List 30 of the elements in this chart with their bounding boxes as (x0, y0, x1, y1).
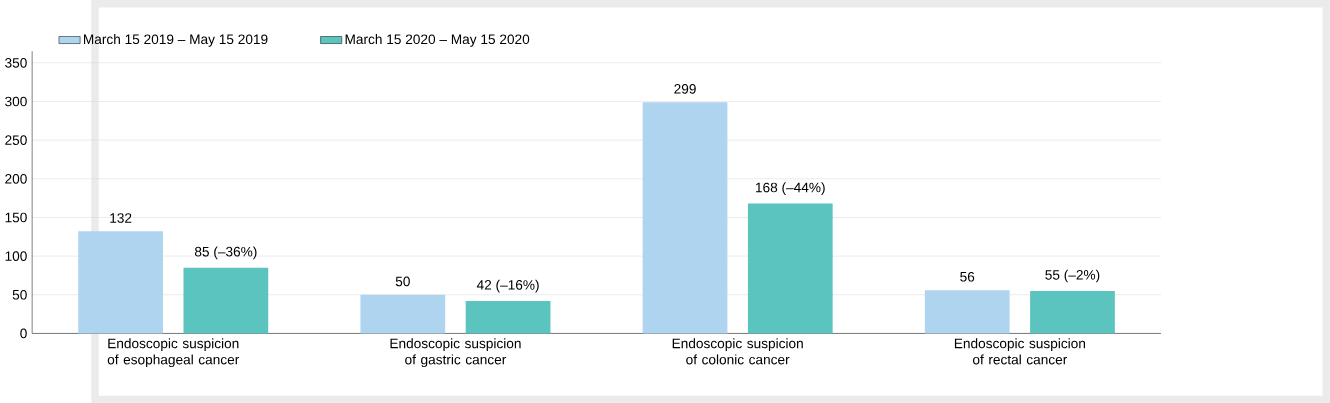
y-tick-label: 100 (5, 251, 27, 261)
data-label: 299 (674, 83, 696, 94)
x-tick-label: Endoscopic suspicion of rectal cancer (954, 338, 1085, 365)
data-label: 56 (960, 271, 975, 282)
x-tick-label: Endoscopic suspicion of gastric cancer (390, 338, 521, 367)
data-label: 42 (–16%) (476, 279, 539, 293)
x-tick-label: Endoscopic suspicion of esophageal cancer (107, 338, 240, 367)
bar (642, 102, 728, 334)
y-tick-label: 250 (5, 135, 27, 145)
bar (747, 203, 833, 334)
data-label: 85 (–36%) (194, 246, 257, 260)
data-label: 168 (–44%) (756, 182, 825, 195)
bar (78, 231, 163, 334)
x-tick-label: Endoscopic suspicion of colonic cancer (672, 338, 803, 365)
bar (360, 294, 446, 334)
bar (465, 300, 551, 334)
y-tick-label: 300 (5, 96, 27, 107)
data-label: 50 (395, 276, 410, 287)
legend-label: March 15 2019 – May 15 2019 (84, 33, 268, 47)
bar (924, 289, 1010, 334)
data-label: 55 (–2%) (1045, 269, 1100, 283)
y-tick-label: 150 (5, 212, 27, 223)
y-tick-label: 200 (5, 173, 27, 184)
y-tick-label: 50 (12, 289, 27, 300)
data-label: 132 (110, 213, 132, 223)
y-tick-label: 350 (5, 57, 27, 68)
bar (183, 267, 269, 334)
bar (1030, 290, 1115, 334)
y-tick-label: 0 (20, 328, 27, 339)
legend-label: March 15 2020 – May 15 2020 (345, 33, 530, 47)
